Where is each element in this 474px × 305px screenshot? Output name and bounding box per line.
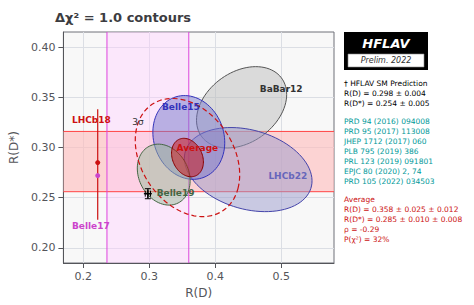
svg-text:Average: Average [177,143,219,153]
svg-text:0.30: 0.30 [31,141,56,154]
svg-text:PRD 95 (2017) 113008: PRD 95 (2017) 113008 [344,127,430,136]
svg-text:Δχ² = 1.0 contours: Δχ² = 1.0 contours [55,10,191,25]
svg-text:LHCb18: LHCb18 [72,115,111,125]
svg-text:R(D) = 0.358 ± 0.025 ± 0.012: R(D) = 0.358 ± 0.025 ± 0.012 [344,205,459,214]
svg-text:3σ: 3σ [132,117,144,127]
svg-text:PRD 105 (2022) 034503: PRD 105 (2022) 034503 [344,177,435,186]
svg-text:0.20: 0.20 [31,241,56,254]
svg-text:Average: Average [344,195,375,204]
svg-text:0.3: 0.3 [140,270,158,283]
svg-text:PRL 123 (2019) 091801: PRL 123 (2019) 091801 [344,157,433,166]
svg-text:JHEP 1712 (2017) 060: JHEP 1712 (2017) 060 [343,137,427,146]
svg-text:P(χ²) = 32%: P(χ²) = 32% [344,235,389,244]
svg-text:Prelim. 2022: Prelim. 2022 [361,56,412,65]
svg-text:0.25: 0.25 [31,191,56,204]
svg-text:R(D): R(D) [185,286,212,300]
svg-text:Belle15: Belle15 [162,102,200,112]
svg-text:R(D) = 0.298 ± 0.004: R(D) = 0.298 ± 0.004 [344,89,426,98]
svg-text:R(D*) = 0.254 ± 0.005: R(D*) = 0.254 ± 0.005 [344,99,430,108]
svg-text:PLB 795 (2019) 386: PLB 795 (2019) 386 [344,147,419,156]
svg-text:R(D*) = 0.285 ± 0.010 ± 0.008: R(D*) = 0.285 ± 0.010 ± 0.008 [344,215,462,224]
svg-text:0.40: 0.40 [31,41,56,54]
svg-text:EPJC 80 (2020) 2, 74: EPJC 80 (2020) 2, 74 [344,167,422,176]
svg-text:0.2: 0.2 [74,270,92,283]
svg-text:BaBar12: BaBar12 [260,84,303,94]
svg-text:0.5: 0.5 [272,270,290,283]
svg-text:0.35: 0.35 [31,91,56,104]
svg-text:0.4: 0.4 [206,270,224,283]
svg-text:ρ = -0.29: ρ = -0.29 [344,225,379,234]
svg-text:Belle19: Belle19 [157,188,195,198]
svg-text:† HFLAV SM Prediction: † HFLAV SM Prediction [344,79,428,88]
svg-text:R(D*): R(D*) [7,131,21,164]
svg-text:LHCb22: LHCb22 [268,171,307,181]
svg-text:Belle17: Belle17 [72,221,110,231]
svg-text:HFLAV: HFLAV [362,36,410,51]
svg-text:PRD 94 (2016) 094008: PRD 94 (2016) 094008 [344,117,430,126]
